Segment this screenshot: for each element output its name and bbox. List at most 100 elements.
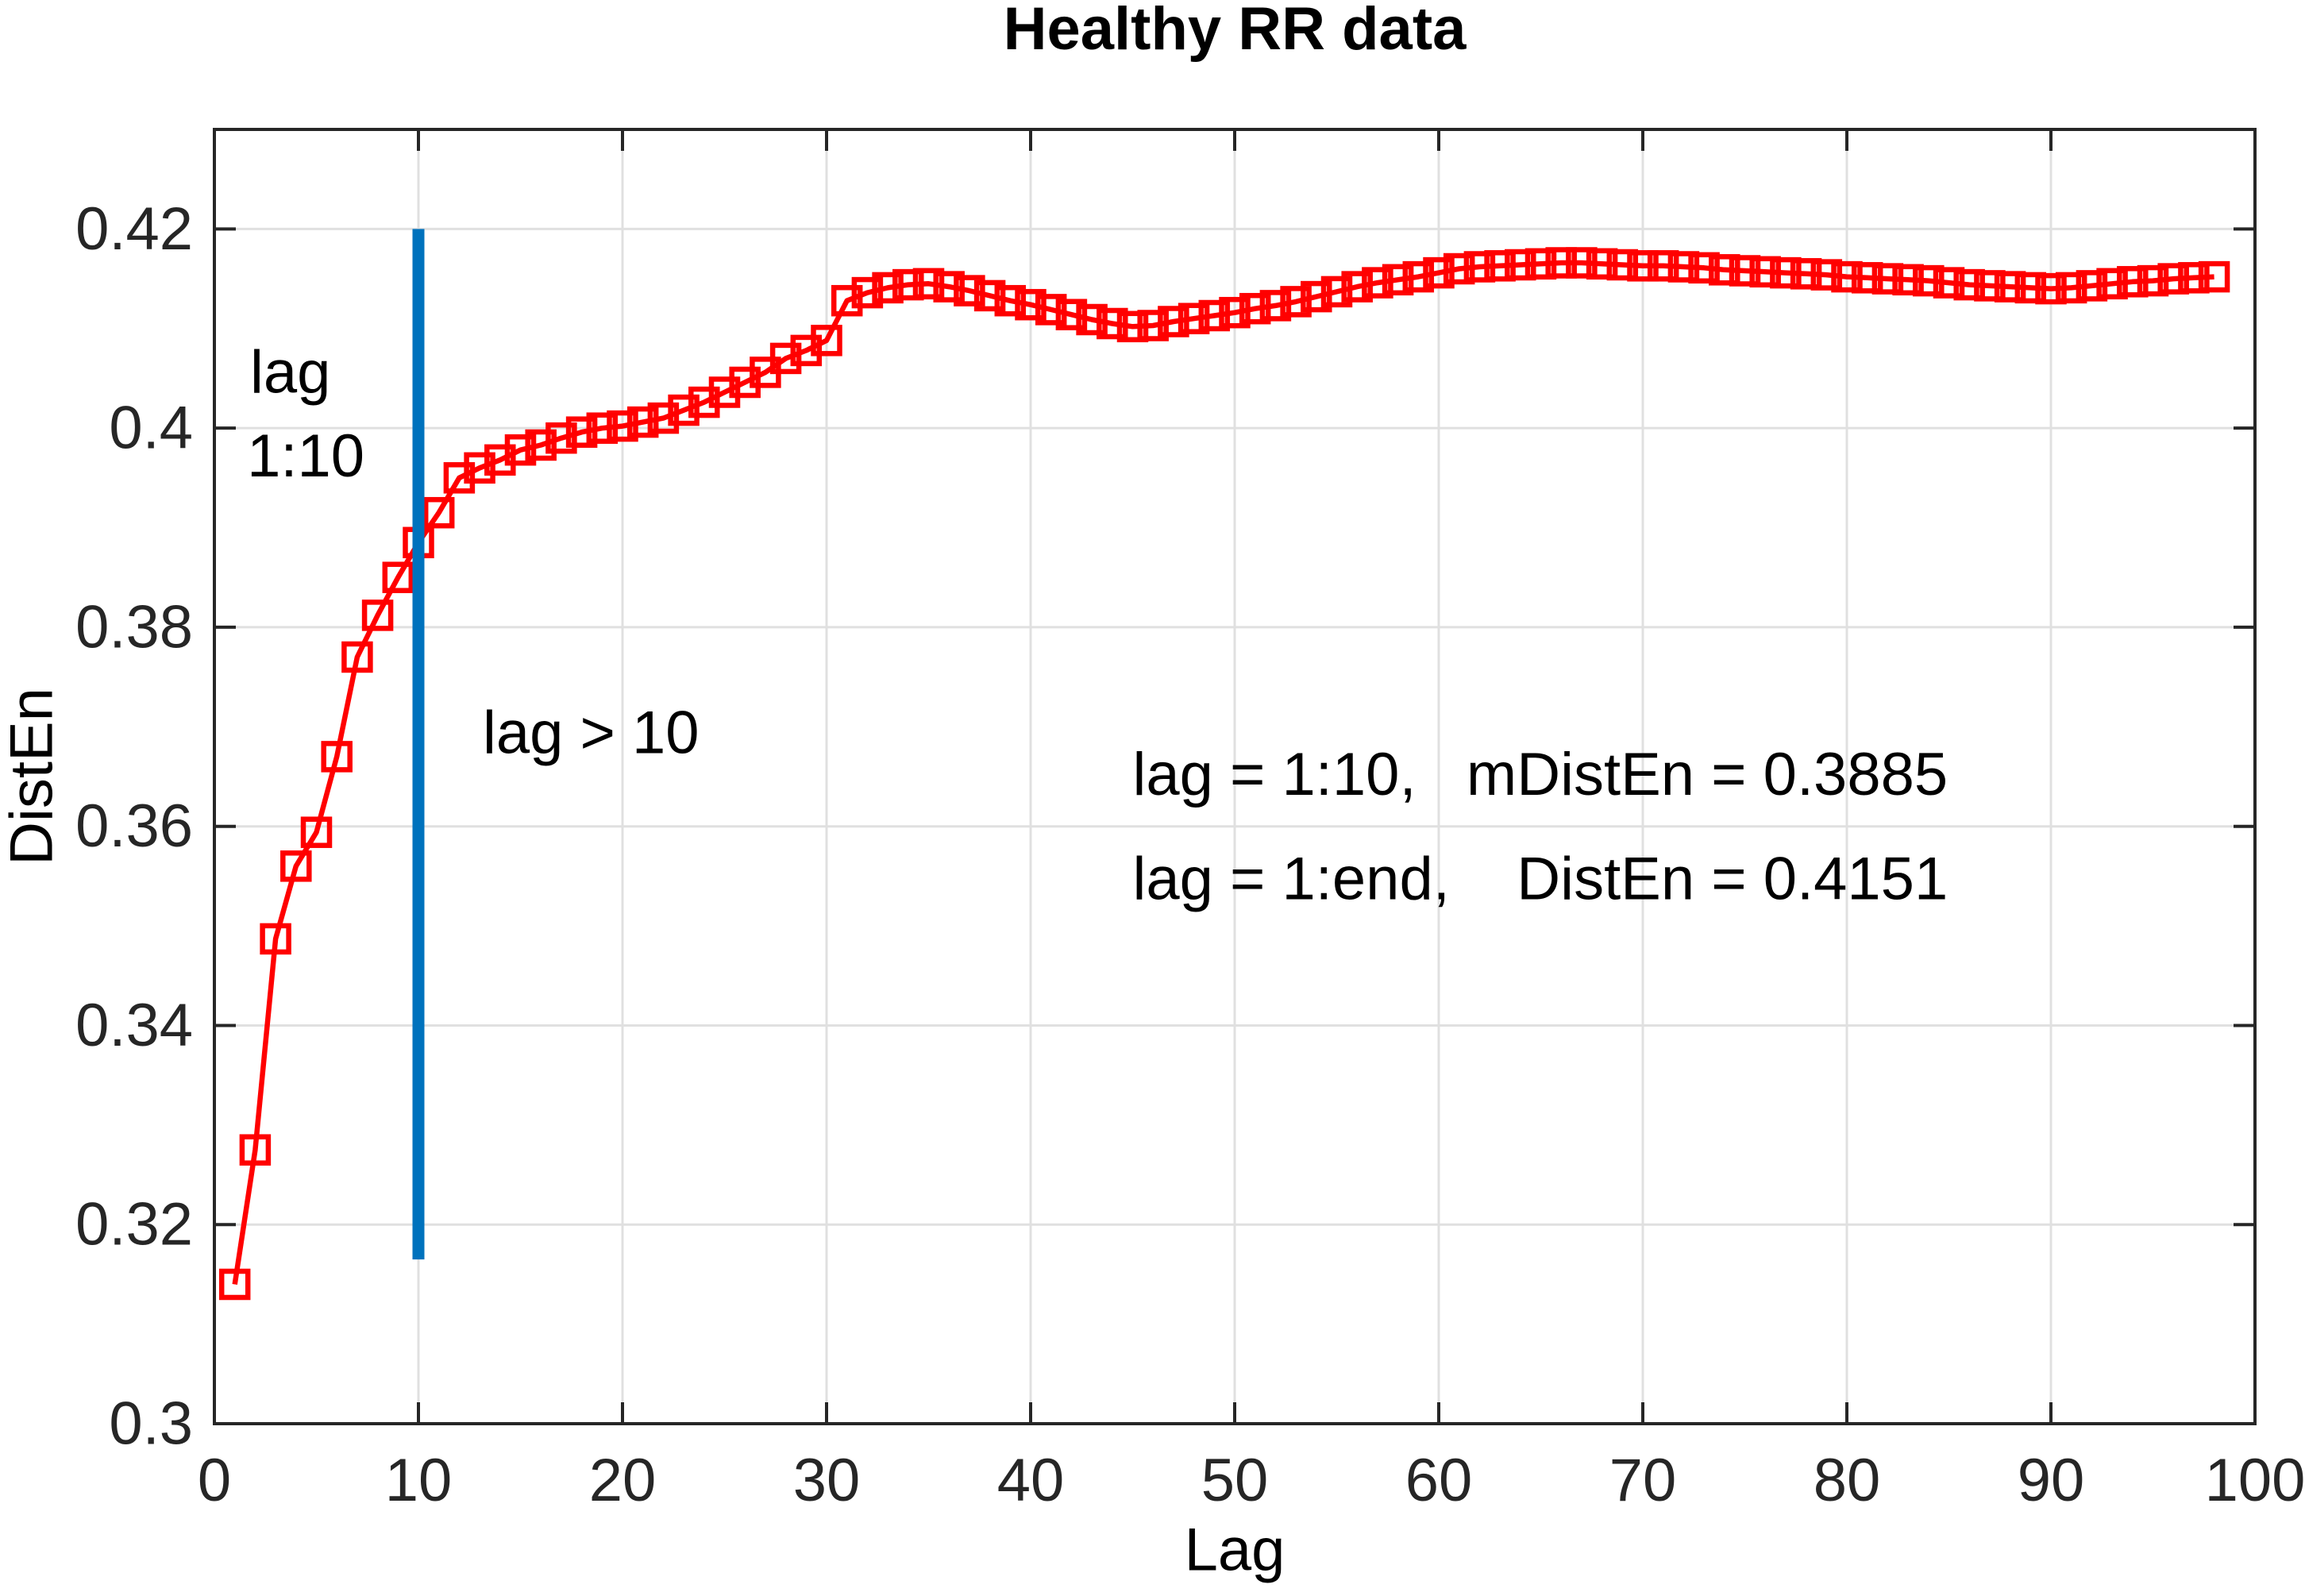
data-point-marker (994, 284, 1027, 317)
y-tick-label: 0.4 (109, 395, 193, 462)
data-point-marker (1443, 253, 1475, 285)
data-point-marker (1627, 250, 1659, 282)
data-point-marker (1463, 251, 1496, 283)
data-point-marker (626, 406, 659, 438)
data-point-marker (1097, 307, 1128, 340)
data-point-marker (2178, 262, 2210, 294)
data-point-marker (872, 272, 904, 304)
x-tick-label: 10 (385, 1447, 453, 1514)
chart-title: Healthy RR data (1003, 0, 1467, 63)
data-point-marker (1116, 310, 1149, 343)
data-point-marker (1831, 260, 1863, 293)
data-point-marker (1076, 303, 1108, 336)
data-point-marker (586, 412, 619, 444)
data-point-marker (954, 275, 985, 306)
data-point-marker (1606, 249, 1639, 281)
x-tick-label: 70 (1609, 1447, 1677, 1514)
data-point-marker (811, 325, 842, 357)
data-point-marker (361, 599, 394, 631)
data-point-marker (1688, 252, 1720, 284)
data-point-marker (708, 376, 741, 408)
data-point-marker (1953, 268, 1985, 301)
data-point-marker (668, 394, 700, 426)
y-tick-label: 0.36 (75, 792, 193, 860)
lag-range-label-line2: 1:10 (247, 422, 364, 490)
x-axis-label: Lag (1184, 1516, 1285, 1584)
data-point-marker (1362, 267, 1393, 299)
stats-line1: lag = 1:10, mDistEn = 0.3885 (1133, 741, 1948, 808)
data-point-marker (464, 452, 495, 484)
x-tick-label: 0 (198, 1447, 231, 1514)
data-point-marker (1219, 296, 1251, 329)
data-point-marker (382, 561, 414, 593)
data-point-marker (1933, 267, 1965, 299)
data-point-marker (973, 279, 1006, 312)
data-point-marker (321, 741, 353, 773)
data-point-marker (341, 641, 373, 673)
data-point-marker (1137, 310, 1169, 341)
data-point-marker (1667, 251, 1700, 283)
data-point-marker (525, 429, 557, 461)
y-tick-label: 0.34 (75, 992, 193, 1059)
y-tick-label: 0.42 (75, 195, 193, 263)
data-point-marker (1320, 276, 1353, 308)
data-point-marker (565, 416, 598, 448)
data-point-marker (2014, 272, 2047, 304)
data-point-marker (239, 1134, 272, 1166)
data-point-marker (2035, 272, 2067, 305)
data-point-marker (1178, 303, 1210, 334)
data-point-marker (1892, 264, 1924, 296)
stats-line2: lag = 1:end, DistEn = 0.4151 (1133, 846, 1948, 913)
data-point-marker (1647, 250, 1679, 282)
data-point-marker (1770, 256, 1802, 289)
x-tick-label: 100 (2205, 1447, 2305, 1514)
data-point-marker (2096, 268, 2128, 300)
data-point-marker (1341, 271, 1373, 303)
data-point-marker (688, 386, 720, 418)
y-tick-label: 0.32 (75, 1191, 193, 1259)
x-tick-label: 30 (793, 1447, 861, 1514)
x-tick-label: 20 (589, 1447, 657, 1514)
data-point-marker (2198, 260, 2230, 293)
data-point-marker (1524, 248, 1557, 280)
data-point-marker (1198, 299, 1231, 332)
data-point-marker (1709, 254, 1740, 286)
data-point-marker (831, 284, 863, 317)
y-tick-label: 0.3 (109, 1390, 193, 1458)
lag-range-label-line1: lag (250, 338, 330, 406)
y-tick-label: 0.38 (75, 593, 193, 661)
data-point-marker (260, 923, 291, 955)
series-line (232, 260, 2214, 1285)
x-tick-label: 80 (1814, 1447, 1881, 1514)
data-point-marker (1851, 262, 1883, 294)
gridlines (214, 129, 2255, 1424)
data-point-marker (1259, 290, 1292, 322)
data-point-marker (1055, 299, 1088, 330)
data-point-marker (545, 422, 577, 454)
lag-gt-10-label: lag > 10 (483, 699, 700, 766)
axes-box-and-ticks (213, 128, 2257, 1425)
data-point-marker (1871, 263, 1904, 295)
data-point-marker (300, 816, 333, 848)
data-point-marker (2055, 272, 2087, 304)
data-point-marker (1913, 264, 1945, 297)
data-point-marker (769, 342, 802, 375)
data-point-marker (912, 268, 945, 300)
data-point-marker (1790, 258, 1822, 290)
x-tick-label: 90 (2018, 1447, 2085, 1514)
data-point-marker (892, 268, 924, 301)
data-point-marker (1015, 288, 1047, 321)
x-tick-label: 60 (1405, 1447, 1473, 1514)
data-point-marker (422, 496, 455, 529)
data-point-marker (933, 271, 965, 303)
data-point-marker (1545, 247, 1577, 279)
data-point-marker (504, 434, 537, 466)
data-point-marker (1505, 249, 1536, 281)
data-point-marker (443, 462, 476, 494)
data-point-marker (851, 276, 884, 309)
annotations: lag 1:10 lag > 10 lag = 1:10, mDistEn = 0.3… (247, 338, 1948, 912)
data-point-marker (2076, 270, 2108, 302)
data-point-marker (2157, 263, 2189, 295)
